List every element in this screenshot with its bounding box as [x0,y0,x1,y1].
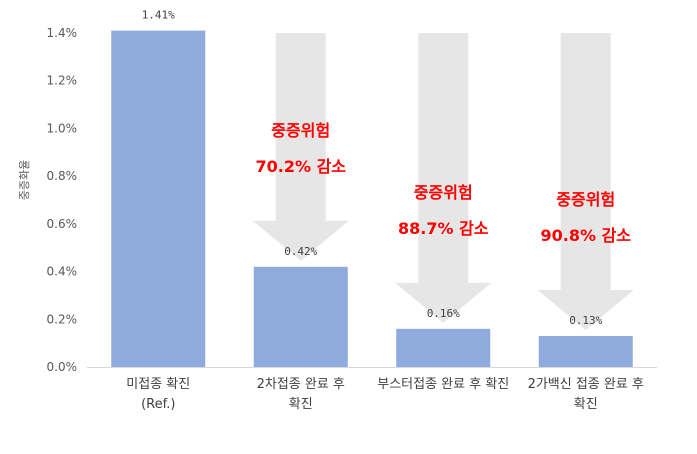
data-labels: 1.41% 0.42% 0.16% 0.13% [142,9,603,327]
y-axis-title: 중증화율 [18,160,31,200]
y-tick-label: 1.2% [47,74,78,88]
bar [111,30,206,367]
data-label: 0.42% [284,245,317,258]
y-tick-label: 0.6% [47,217,78,231]
y-tick-labels: 0.0% 0.2% 0.4% 0.6% 0.8% 1.0% 1.2% 1.4% [47,26,78,374]
annotation-title: 중증위험 [556,190,615,209]
annotation-reduction: 90.8% 감소 [540,226,631,245]
reduction-arrow [252,33,349,261]
annotation-title: 중증위험 [271,121,330,140]
reduction-arrow [537,33,634,330]
y-tick-label: 0.0% [47,360,78,374]
bar [538,335,633,367]
annotation-title: 중증위험 [414,183,473,202]
reduction-arrows [252,33,634,330]
category-label: 2차접종 완료 후 [257,377,345,392]
category-labels: 미접종 확진 (Ref.) 2차접종 완료 후확진 부스터접종 완료 후 확진 2가백신… [126,377,644,412]
y-tick-label: 1.4% [47,26,78,40]
y-tick-label: 0.4% [47,265,78,279]
bar [396,328,491,367]
y-axis-label: 중증화율 [18,160,31,200]
annotation-reduction: 88.7% 감소 [398,219,489,238]
bar [253,266,348,367]
category-label: (Ref.) [141,397,175,412]
category-label: 2가백신 접종 완료 후 [528,377,644,392]
y-tick-label: 0.2% [47,312,78,326]
y-tick-label: 0.8% [47,169,78,183]
category-label: 부스터접종 완료 후 확진 [377,377,509,392]
data-label: 0.13% [569,314,602,327]
y-tick-label: 1.0% [47,121,78,135]
data-label: 0.16% [427,307,460,320]
category-label: 미접종 확진 [126,377,190,392]
reduction-arrow [395,33,492,323]
category-label: 확진 [574,397,598,412]
category-label: 확진 [289,397,313,412]
data-label: 1.41% [142,9,175,22]
annotation-reduction: 70.2% 감소 [255,157,346,176]
bars [111,30,633,367]
